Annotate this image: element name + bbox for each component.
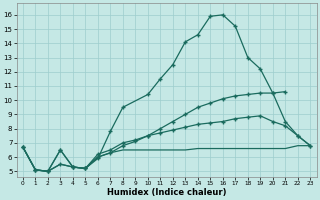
X-axis label: Humidex (Indice chaleur): Humidex (Indice chaleur) xyxy=(107,188,226,197)
